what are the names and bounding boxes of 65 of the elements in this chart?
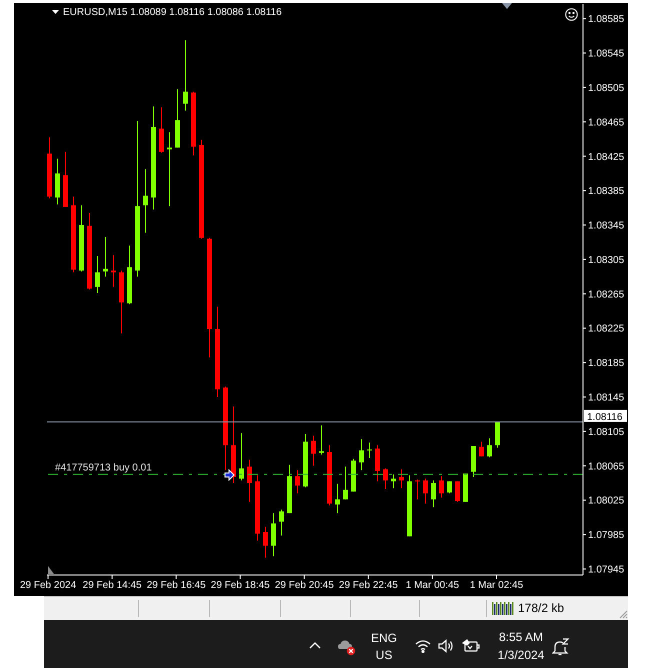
candlestick [247, 459, 252, 502]
y-tick-label: 1.08585 [588, 14, 625, 26]
candlestick [479, 441, 484, 457]
candlestick [439, 476, 444, 498]
y-tick-label: 1.08145 [588, 392, 625, 404]
y-tick-label: 1.07945 [588, 564, 625, 576]
text: ENG [370, 631, 398, 645]
candlestick [183, 40, 188, 112]
chart-title: EURUSD,M15 1.08089 1.08116 1.08086 1.08116 [63, 7, 282, 19]
x-tick-label: 29 Feb 20:45 [274, 580, 334, 592]
candlestick [319, 424, 324, 456]
candlestick [399, 468, 404, 489]
candlestick [167, 132, 172, 207]
y-tick-label: 1.08505 [588, 82, 625, 94]
candlestick [103, 236, 108, 278]
text: US [374, 648, 394, 662]
y-tick-label: 1.08465 [588, 117, 625, 128]
candlestick [295, 470, 300, 494]
candlestick [423, 478, 428, 504]
candlestick [415, 479, 420, 500]
y-tick-label: 1.08425 [588, 152, 625, 163]
candlestick [455, 480, 460, 502]
candlestick [263, 526, 268, 558]
candlestick [239, 432, 244, 481]
x-tick-label: 29 Feb 16:45 [146, 580, 206, 592]
candlestick [279, 509, 284, 536]
candlestick [495, 421, 500, 448]
x-tick-label: 1 Mar 02:45 [470, 580, 524, 592]
candlestick [431, 480, 436, 508]
candlestick [111, 254, 116, 288]
x-tick-label: 29 Feb 14:45 [82, 580, 142, 592]
y-tick-label: 1.08065 [588, 461, 625, 472]
candlestick [311, 435, 316, 466]
y-tick-label: 1.08185 [588, 358, 625, 370]
text: 8:55 AM [498, 630, 544, 644]
candlestick [383, 468, 388, 490]
y-tick-label: 1.08385 [588, 186, 625, 198]
candlestick [95, 255, 100, 294]
y-tick-label: 1.08345 [588, 220, 625, 232]
y-tick-label: 1.08105 [588, 426, 625, 438]
candlestick [391, 474, 396, 489]
candlestick [143, 168, 148, 234]
y-tick-label: 1.08225 [588, 324, 625, 335]
candlestick [375, 444, 380, 482]
candlestick [271, 512, 276, 557]
ref-line-label: #417759713 buy 0.01 [55, 462, 152, 474]
y-tick-label: 1.07985 [588, 530, 625, 542]
text: 1/3/2024 [496, 648, 546, 662]
x-tick-label: 29 Feb 22:45 [338, 580, 398, 592]
ref-line-label: 1.08116 [587, 412, 623, 423]
x-tick-label: 29 Feb 18:45 [210, 580, 270, 592]
candlestick [159, 106, 164, 154]
y-tick-label: 1.08305 [588, 254, 625, 266]
y-tick-label: 1.08545 [588, 48, 625, 60]
candlestick [367, 442, 372, 459]
candlestick [335, 483, 340, 514]
y-tick-label: 1.08265 [588, 289, 625, 300]
text: 178/2 kb [518, 601, 566, 615]
x-tick-label: 29 Feb 2024 [20, 580, 77, 592]
candlestick [447, 480, 452, 494]
y-tick-label: 1.08025 [588, 496, 625, 507]
candlestick [487, 438, 492, 458]
candlestick [359, 438, 364, 471]
candlestick [343, 466, 348, 500]
x-tick-label: 1 Mar 00:45 [406, 580, 460, 592]
